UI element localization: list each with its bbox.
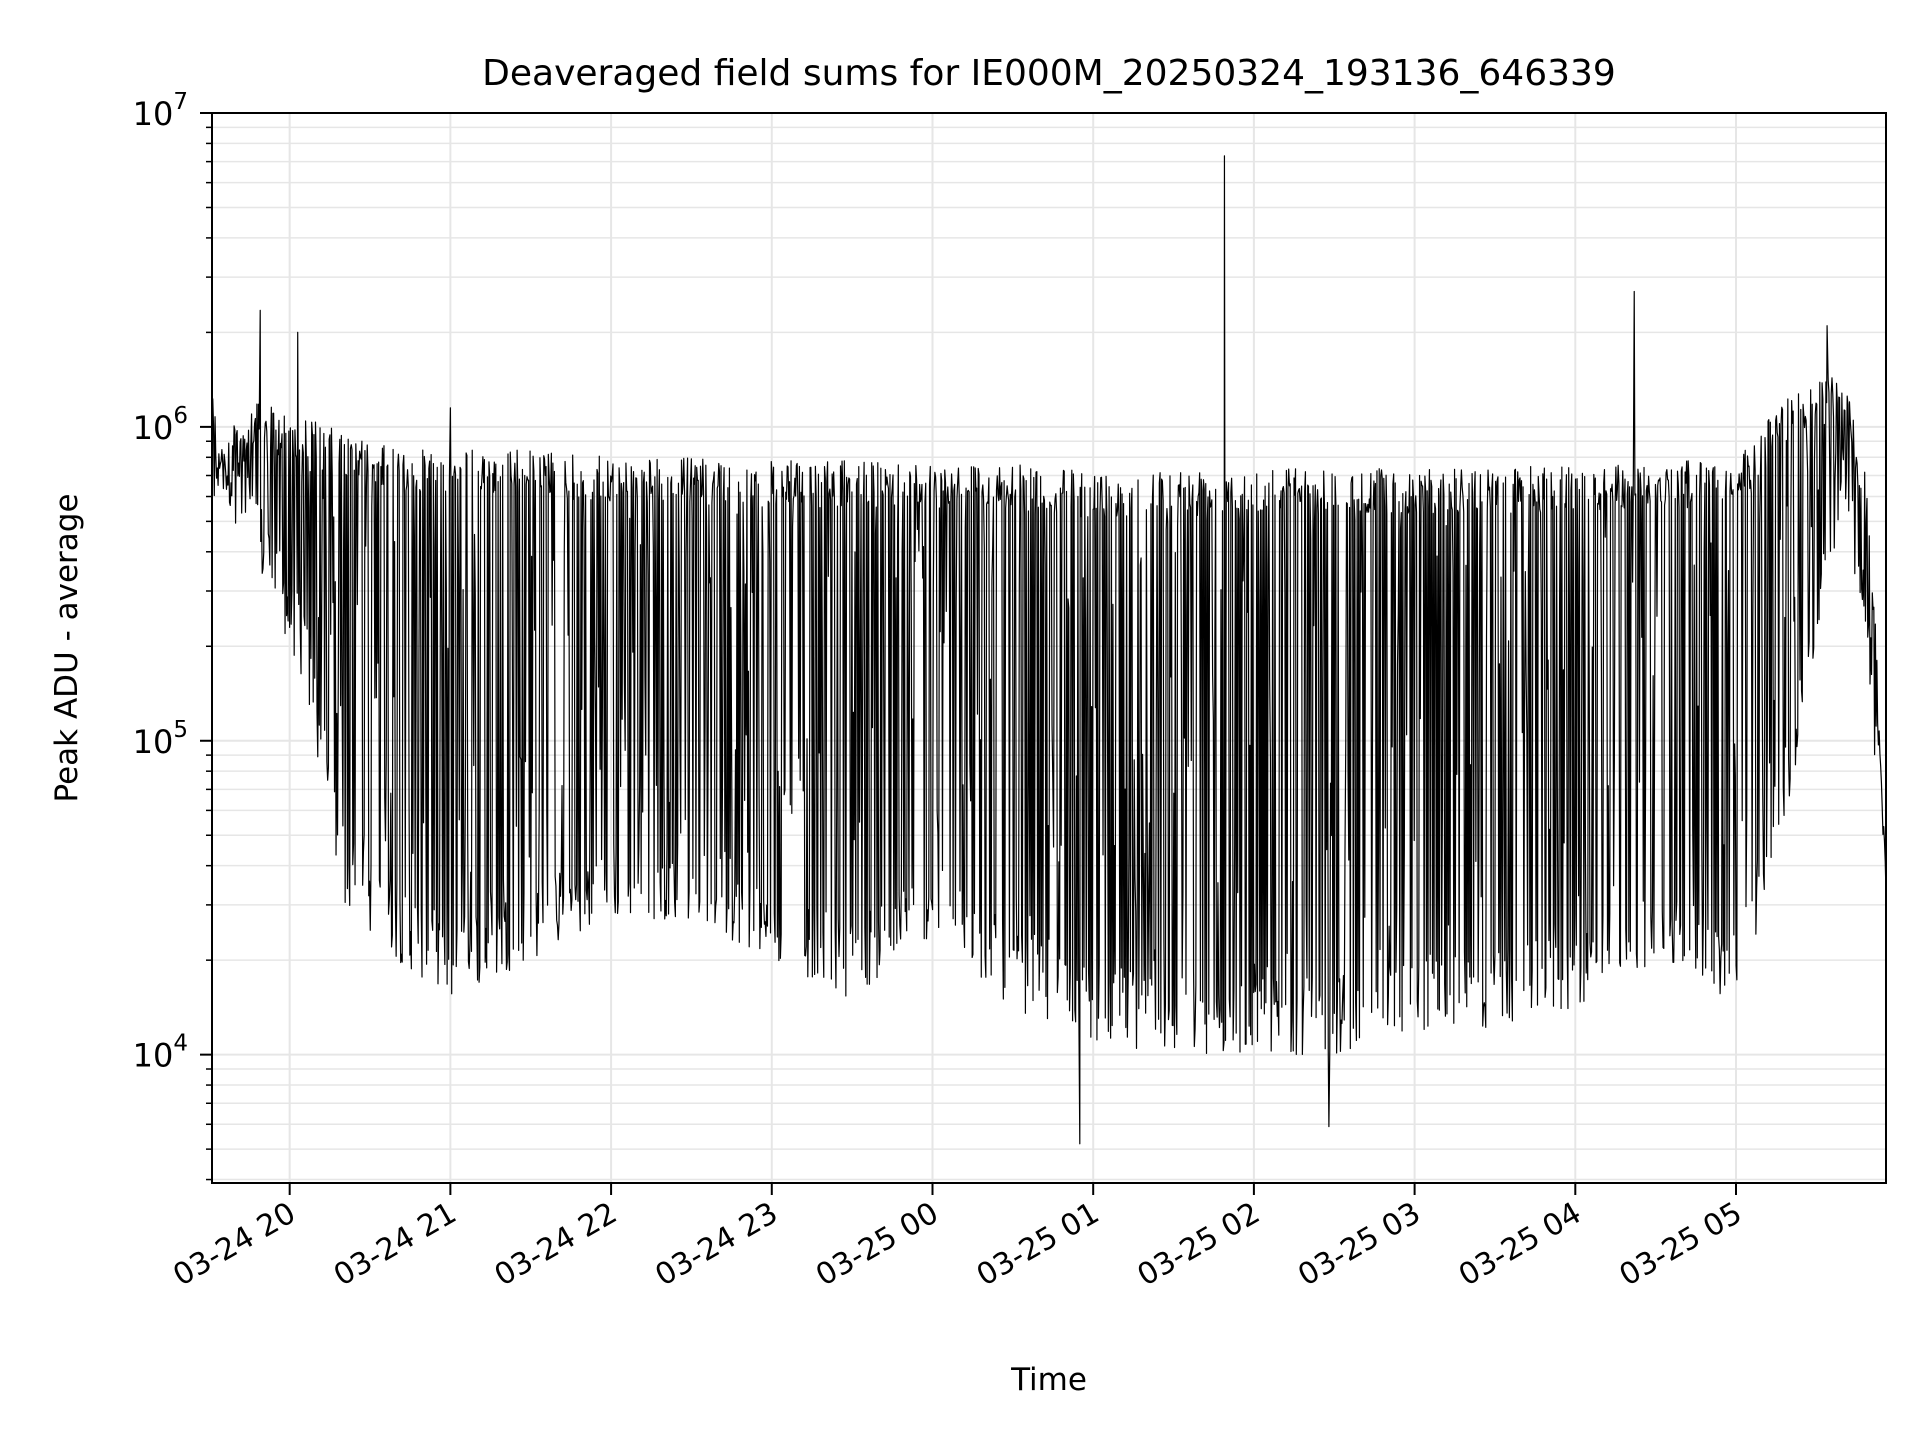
series-deaveraged-field-sums [211,155,1887,1145]
y-tick-label: 104 [133,1031,188,1075]
plot-frame [211,112,1887,1184]
series-line [211,155,1887,1145]
y-axis-label: Peak ADU - average [49,493,85,802]
x-axis-label: Time [1010,1362,1087,1398]
y-tick-label: 105 [133,717,188,761]
y-tick-label: 107 [133,89,188,133]
chart-title: Deaveraged field sums for IE000M_2025032… [482,53,1616,94]
y-tick-label: 106 [133,403,188,447]
